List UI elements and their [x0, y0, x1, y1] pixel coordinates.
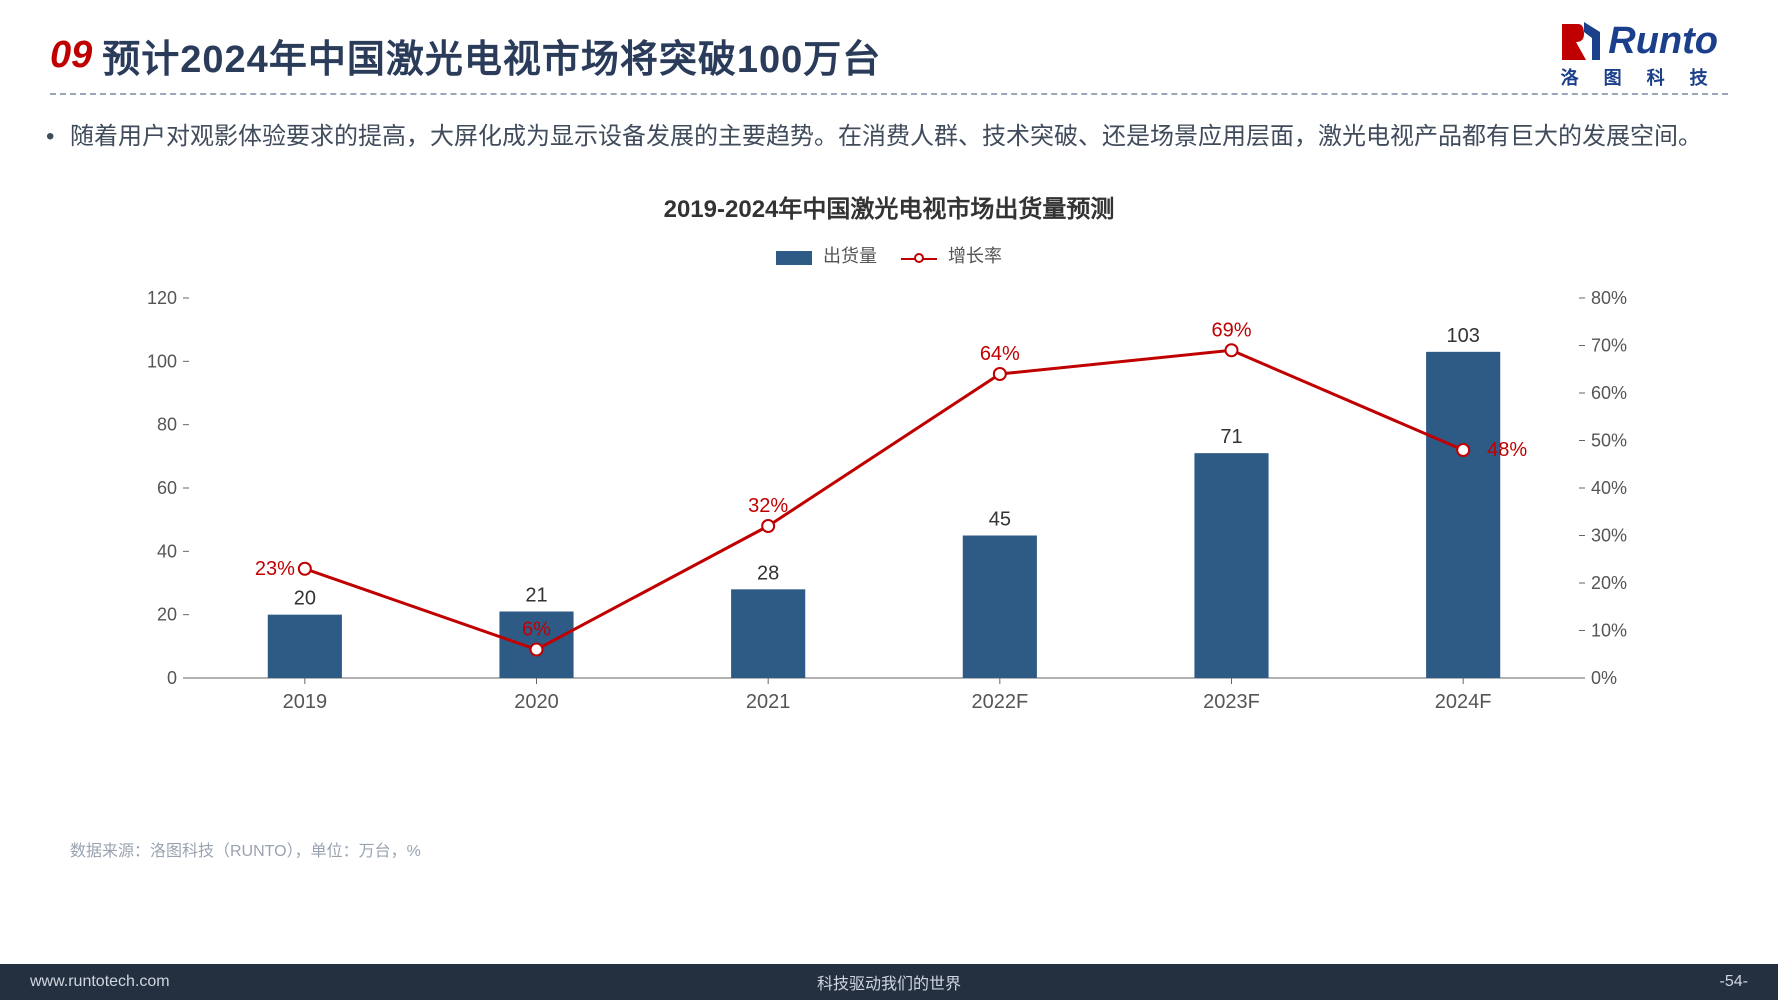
logo-mark-icon	[1560, 20, 1602, 62]
svg-text:60: 60	[157, 478, 177, 498]
logo: Runto 洛 图 科 技	[1560, 20, 1718, 90]
svg-text:64%: 64%	[980, 343, 1020, 365]
footer-tagline: 科技驱动我们的世界	[817, 970, 961, 994]
svg-text:2020: 2020	[514, 691, 559, 713]
svg-text:48%: 48%	[1487, 439, 1527, 461]
slide-title: 预计2024年中国激光电视市场将突破100万台	[102, 28, 881, 83]
chart: 2019-2024年中国激光电视市场出货量预测 出货量 增长率 0 20 40 60 8…	[109, 189, 1669, 809]
svg-text:100: 100	[147, 352, 177, 372]
svg-text:20%: 20%	[1591, 573, 1627, 593]
svg-text:40: 40	[157, 542, 177, 562]
svg-text:2021: 2021	[746, 691, 791, 713]
source-note: 数据来源：洛图科技（RUNTO），单位：万台，%	[0, 837, 1778, 861]
legend-line-label: 增长率	[948, 246, 1002, 266]
svg-text:6%: 6%	[522, 619, 551, 641]
svg-text:20: 20	[294, 588, 316, 610]
footer-page: -54-	[1720, 973, 1748, 991]
bullet-text: 随着用户对观影体验要求的提高，大屏化成为显示设备发展的主要趋势。在消费人群、技术…	[0, 95, 1778, 159]
legend-line: 增长率	[901, 242, 1002, 268]
svg-text:50%: 50%	[1591, 431, 1627, 451]
chart-legend: 出货量 增长率	[109, 242, 1669, 268]
slide-number: 09	[50, 34, 92, 77]
slide: 09 预计2024年中国激光电视市场将突破100万台 Runto 洛 图 科 技…	[0, 0, 1778, 1000]
legend-bar-label: 出货量	[823, 246, 877, 266]
svg-text:80%: 80%	[1591, 288, 1627, 308]
svg-text:60%: 60%	[1591, 383, 1627, 403]
svg-text:120: 120	[147, 288, 177, 308]
legend-line-swatch-icon	[901, 251, 937, 265]
legend-bar: 出货量	[776, 242, 877, 268]
svg-text:71: 71	[1220, 427, 1242, 449]
svg-text:23%: 23%	[255, 558, 295, 580]
svg-text:103: 103	[1446, 325, 1479, 347]
svg-text:20: 20	[157, 605, 177, 625]
svg-text:45: 45	[989, 509, 1011, 531]
logo-brand-cn: 洛 图 科 技	[1560, 64, 1718, 90]
legend-bar-swatch-icon	[776, 251, 812, 265]
svg-text:10%: 10%	[1591, 621, 1627, 641]
footer-url: www.runtotech.com	[30, 973, 170, 991]
svg-text:2024F: 2024F	[1435, 691, 1492, 713]
chart-title: 2019-2024年中国激光电视市场出货量预测	[109, 189, 1669, 224]
svg-text:30%: 30%	[1591, 526, 1627, 546]
logo-brand-latin: Runto	[1608, 22, 1718, 60]
svg-text:21: 21	[525, 585, 547, 607]
svg-text:0: 0	[167, 668, 177, 688]
svg-text:80: 80	[157, 415, 177, 435]
svg-text:2022F: 2022F	[971, 691, 1028, 713]
svg-text:69%: 69%	[1211, 320, 1251, 342]
svg-text:0%: 0%	[1591, 668, 1617, 688]
svg-text:70%: 70%	[1591, 336, 1627, 356]
header: 09 预计2024年中国激光电视市场将突破100万台	[0, 0, 1778, 89]
svg-text:40%: 40%	[1591, 478, 1627, 498]
svg-text:2019: 2019	[283, 691, 328, 713]
svg-text:28: 28	[757, 563, 779, 585]
svg-text:32%: 32%	[748, 495, 788, 517]
footer: www.runtotech.com 科技驱动我们的世界 -54-	[0, 964, 1778, 1000]
svg-text:2023F: 2023F	[1203, 691, 1260, 713]
chart-plot: 0 20 40 60 80 100 120 0% 10% 20% 30% 40% 50% 60% 70% 80…	[109, 278, 1669, 738]
